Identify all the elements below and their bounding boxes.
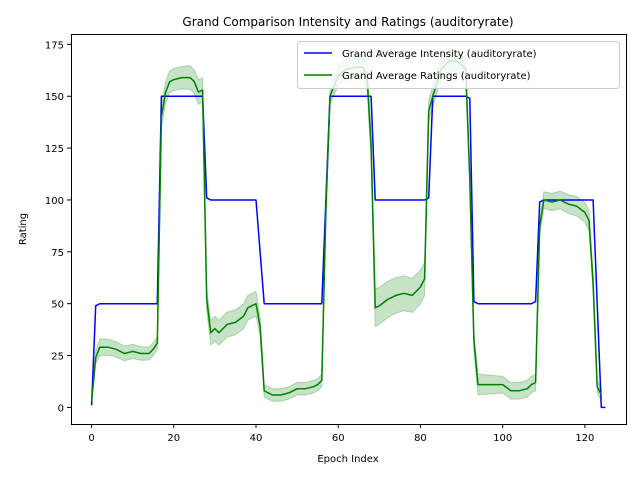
x-tick-label: 40 [250,433,263,444]
x-axis-ticks: 0 20 40 60 80 100 120 [88,424,594,444]
x-tick-label: 120 [575,433,594,444]
y-tick-label: 75 [51,248,64,259]
x-tick-label: 80 [414,433,427,444]
legend-label-ratings: Grand Average Ratings (auditoryrate) [342,71,531,82]
x-axis-label: Epoch Index [317,454,378,465]
y-axis-ticks: 0 25 50 75 100 125 150 175 [45,40,71,414]
y-tick-label: 50 [51,300,64,311]
y-tick-label: 0 [58,403,64,414]
series-line-intensity [90,95,606,409]
y-tick-label: 150 [45,92,64,103]
legend-label-intensity: Grand Average Intensity (auditoryrate) [342,49,537,60]
y-tick-label: 25 [51,352,64,363]
y-axis-label: Rating [18,213,29,245]
x-tick-label: 60 [332,433,345,444]
x-tick-label: 100 [493,433,512,444]
x-tick-label: 0 [88,433,94,444]
x-tick-label: 20 [167,433,180,444]
legend-box [297,41,620,89]
y-tick-label: 100 [45,196,64,207]
y-tick-label: 175 [45,40,64,51]
plot-frame [71,34,627,425]
legend: Grand Average Intensity (auditoryrate) G… [297,41,620,89]
y-tick-label: 125 [45,144,64,155]
chart-title: Grand Comparison Intensity and Ratings (… [182,15,513,29]
